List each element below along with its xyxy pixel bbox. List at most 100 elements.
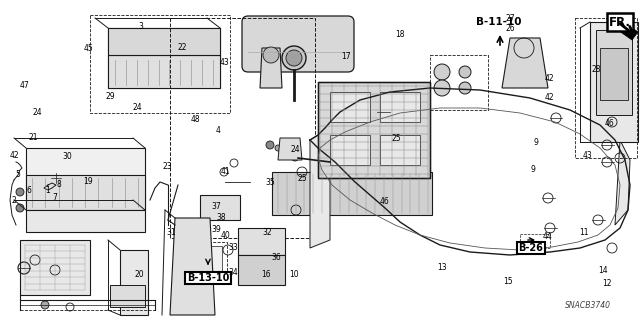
Polygon shape [615,140,630,225]
Text: 39: 39 [211,225,221,234]
Text: 22: 22 [178,43,187,52]
Circle shape [291,153,299,161]
Text: 9: 9 [530,165,535,174]
Text: 5: 5 [15,170,20,179]
Polygon shape [26,175,145,210]
Polygon shape [108,55,220,88]
Text: 26: 26 [506,24,516,33]
Text: 13: 13 [436,263,447,272]
Text: 7: 7 [52,193,58,202]
Text: 2: 2 [12,196,17,204]
Polygon shape [238,228,285,255]
Text: 43: 43 [582,151,593,160]
Circle shape [282,46,306,70]
Bar [195,242,227,284]
Text: 24: 24 [32,108,42,117]
Text: 17: 17 [340,52,351,61]
Text: 48: 48 [190,115,200,124]
Text: 42: 42 [544,93,554,102]
Text: 24: 24 [132,103,143,112]
Circle shape [459,66,471,78]
Text: 35: 35 [265,178,275,187]
Text: 20: 20 [134,271,145,279]
Bar [590,22,638,142]
Text: 46: 46 [604,119,614,128]
Polygon shape [20,240,90,295]
Polygon shape [108,28,220,88]
Circle shape [459,82,471,94]
FancyBboxPatch shape [242,16,354,72]
Circle shape [286,50,302,66]
Text: 46: 46 [379,197,389,206]
Polygon shape [170,218,215,315]
Bar [600,48,628,100]
Circle shape [275,145,281,151]
Text: 45: 45 [83,44,93,53]
Text: 40: 40 [220,231,230,240]
Circle shape [16,204,24,212]
Polygon shape [26,148,145,210]
Text: 18: 18 [396,30,404,39]
Text: 3: 3 [138,22,143,31]
Polygon shape [318,82,430,178]
Text: B-26: B-26 [518,243,543,253]
Text: 21: 21 [29,133,38,142]
Bar [318,82,430,178]
Polygon shape [612,18,638,40]
Text: 19: 19 [83,177,93,186]
Text: 16: 16 [260,271,271,279]
Bar [575,18,637,158]
Circle shape [263,47,279,63]
Polygon shape [278,138,302,160]
Text: 33: 33 [228,243,239,252]
Circle shape [16,188,24,196]
Text: 36: 36 [271,253,282,262]
Text: 42: 42 [9,151,19,160]
Text: 12: 12 [602,279,611,288]
Text: 11: 11 [579,228,588,237]
Text: 29: 29 [105,92,115,101]
Text: 38: 38 [216,213,226,222]
Bar [330,92,370,122]
Text: 25: 25 [392,134,402,143]
Text: FR.: FR. [609,16,631,28]
Polygon shape [260,48,282,88]
Text: 41: 41 [220,167,230,176]
Text: 34: 34 [228,268,239,277]
Polygon shape [26,210,145,232]
Circle shape [434,64,450,80]
Bar [380,135,420,165]
Text: 37: 37 [211,202,221,211]
Bar [380,92,420,122]
Text: 1: 1 [45,186,50,195]
Text: 27: 27 [506,14,516,23]
Text: 42: 42 [544,74,554,83]
Text: 30: 30 [62,152,72,161]
Bar [200,246,222,278]
Bar [110,285,145,307]
Text: 31: 31 [166,228,177,237]
Polygon shape [502,38,548,88]
Bar [596,30,632,115]
Text: 4: 4 [215,126,220,135]
Circle shape [266,141,274,149]
Polygon shape [238,255,285,285]
Circle shape [434,80,450,96]
Bar [520,234,550,248]
Text: 8: 8 [56,180,61,189]
Text: 44: 44 [542,232,552,241]
Polygon shape [200,195,240,220]
Text: 24: 24 [291,145,301,154]
Text: 25: 25 [297,174,307,182]
Text: 28: 28 [592,65,601,74]
Text: B-13-10: B-13-10 [187,273,229,283]
Polygon shape [272,172,432,215]
Polygon shape [310,128,330,248]
Text: 6: 6 [26,186,31,195]
Text: B-11-10: B-11-10 [476,17,522,27]
Text: SNACB3740: SNACB3740 [565,300,611,309]
Polygon shape [108,28,220,55]
Text: 32: 32 [262,228,273,237]
Text: 47: 47 [19,81,29,90]
Bar [170,18,315,238]
